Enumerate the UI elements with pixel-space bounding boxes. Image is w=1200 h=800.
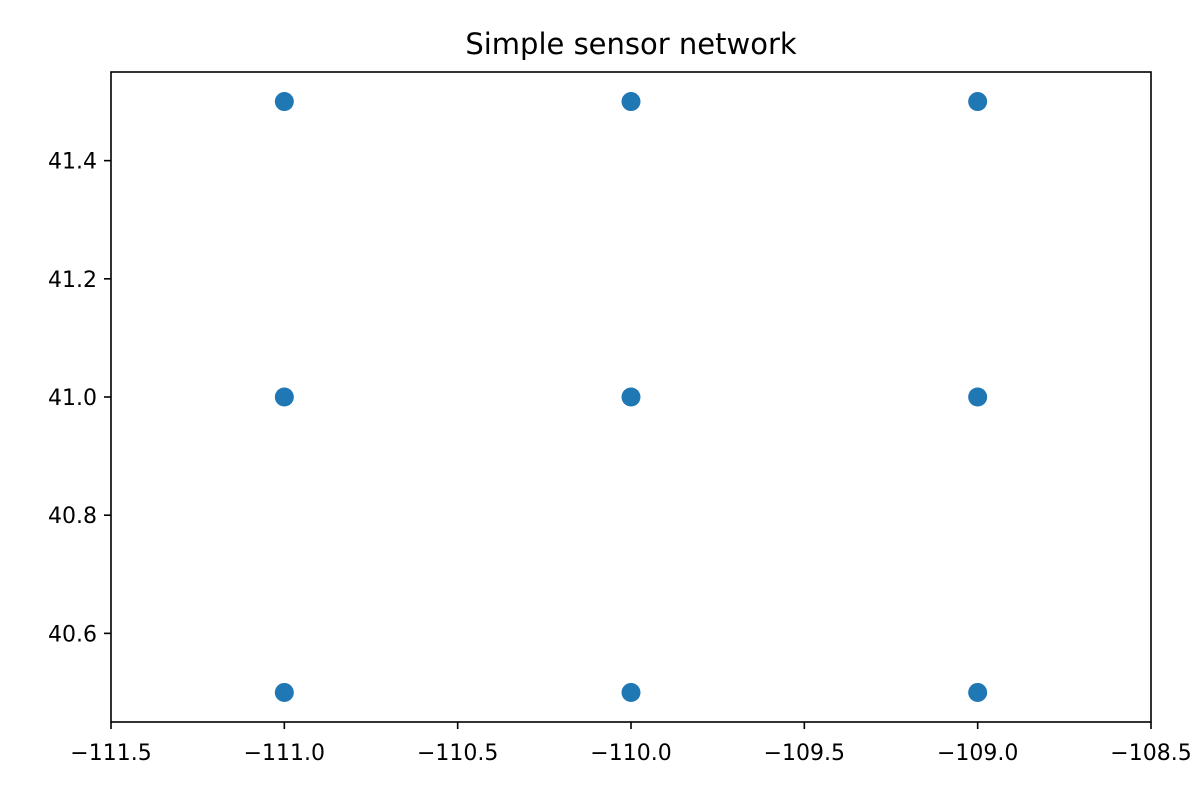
data-point: [621, 92, 641, 112]
y-tick-label: 40.8: [48, 504, 97, 529]
x-tick-label: −111.5: [70, 741, 151, 766]
y-tick-label: 40.6: [48, 622, 97, 647]
x-tick-label: −109.5: [764, 741, 845, 766]
data-point: [274, 387, 294, 407]
y-tick-label: 41.2: [48, 268, 97, 293]
data-point: [274, 92, 294, 112]
x-tick-label: −111.0: [244, 741, 325, 766]
x-tick-label: −108.5: [1110, 741, 1191, 766]
y-axis: 40.6 40.8 41.0 41.2 41.4: [48, 150, 111, 647]
data-point: [274, 682, 294, 702]
x-tick-label: −110.5: [417, 741, 498, 766]
data-point: [621, 387, 641, 407]
data-point: [621, 682, 641, 702]
x-tick-label: −110.0: [590, 741, 671, 766]
chart-title: Simple sensor network: [465, 27, 797, 61]
y-tick-label: 41.0: [48, 386, 97, 411]
x-axis: −111.5 −111.0 −110.5 −110.0 −109.5 −109.0 −108…: [70, 722, 1192, 766]
y-tick-label: 41.4: [48, 150, 97, 175]
data-point: [968, 92, 988, 112]
data-point: [968, 387, 988, 407]
data-point: [968, 682, 988, 702]
data-points: [274, 92, 988, 702]
axes-frame: [110, 71, 1152, 723]
x-tick-label: −109.0: [937, 741, 1018, 766]
